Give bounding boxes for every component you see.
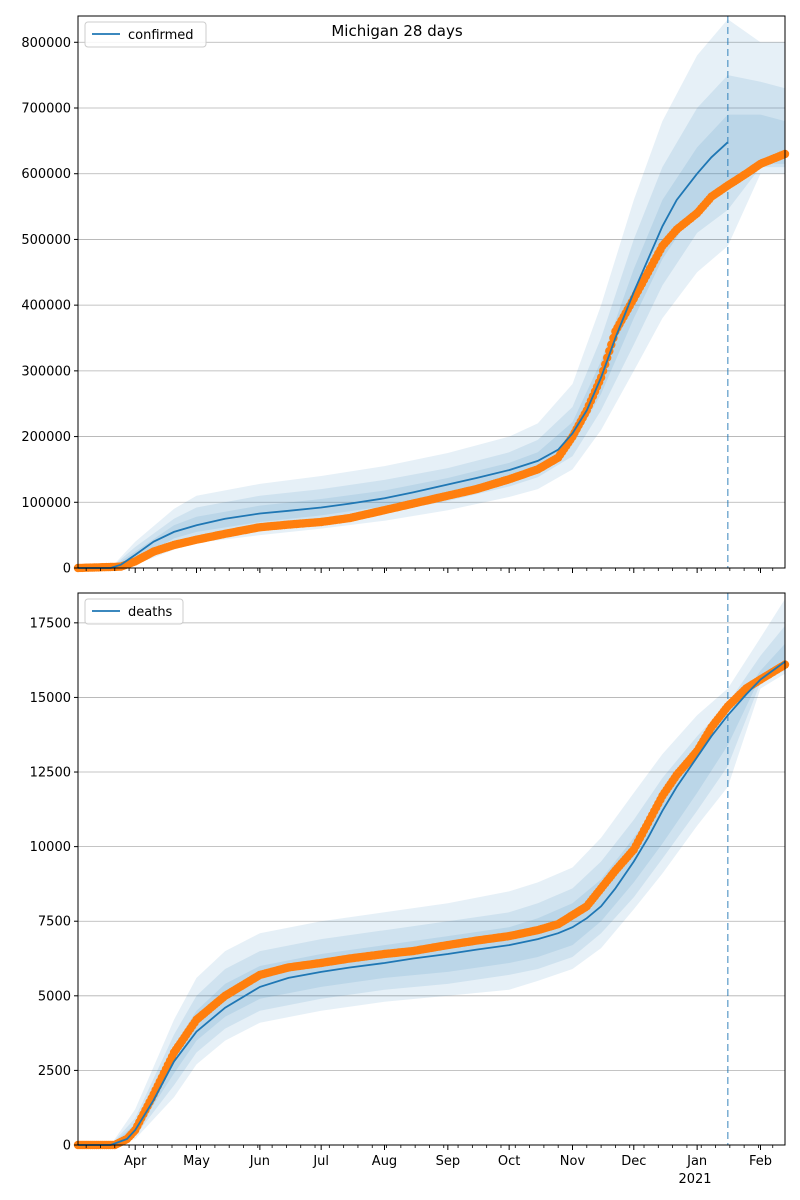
deaths-grid [78, 622, 785, 1071]
confirmed-bands [78, 19, 785, 569]
deaths-x-ticks: Apr May Jun Jul Aug Sep Oct Nov Dec Jan Feb [85, 1145, 774, 1169]
confirmed-grid [78, 41, 785, 503]
confirmed-y-tick-label: 800000 [21, 36, 71, 51]
deaths-band-middle [78, 625, 785, 1145]
deaths-legend: deaths [84, 598, 184, 625]
x-tick-label: Jul [312, 1154, 329, 1169]
deaths-bands [78, 599, 785, 1145]
x-tick-label: Jun [249, 1154, 270, 1169]
deaths-y-tick-label: 17500 [30, 616, 71, 631]
x-tick-label: Dec [621, 1154, 646, 1169]
confirmed-y-tick-label: 300000 [21, 364, 71, 379]
x-tick-label: Nov [560, 1154, 586, 1169]
confirmed-band-middle [78, 75, 785, 568]
x-tick-label: May [183, 1154, 210, 1169]
deaths-y-tick-label: 0 [63, 1139, 71, 1154]
confirmed-y-tick-label: 0 [63, 562, 71, 577]
deaths-y-tick-label: 10000 [30, 840, 71, 855]
x-tick-label: Jan [686, 1154, 707, 1169]
confirmed-y-ticks: 0 100000 200000 300000 400000 500000 600000 700… [21, 36, 78, 577]
confirmed-y-tick-label: 700000 [21, 102, 71, 117]
confirmed-legend-label: confirmed [128, 28, 194, 43]
deaths-legend-box [84, 598, 184, 625]
deaths-model-line-path [78, 660, 786, 1146]
deaths-y-tick-label: 5000 [38, 989, 71, 1004]
confirmed-band-outer [78, 19, 785, 569]
x-tick-label: Sep [436, 1154, 461, 1169]
confirmed-y-tick-label: 200000 [21, 430, 71, 445]
confirmed-band-inner [78, 114, 785, 568]
year-label: 2021 [678, 1172, 711, 1187]
deaths-band-outer [78, 599, 785, 1145]
confirmed-panel: 0 100000 200000 300000 400000 500000 600000 700… [21, 15, 790, 577]
confirmed-model-line [78, 141, 729, 569]
deaths-legend-label: deaths [128, 605, 173, 620]
confirmed-axes-frame [77, 15, 786, 569]
deaths-y-tick-label: 12500 [30, 766, 71, 781]
deaths-axes-frame [77, 592, 786, 1146]
x-tick-label: Oct [498, 1154, 520, 1169]
x-tick-label: Aug [372, 1154, 397, 1169]
deaths-panel: 0 2500 5000 7500 10000 12500 15000 17500 Apr May… [30, 592, 790, 1169]
confirmed-legend: confirmed [84, 21, 207, 48]
confirmed-y-tick-label: 600000 [21, 167, 71, 182]
confirmed-y-tick-label: 500000 [21, 233, 71, 248]
deaths-model-line [78, 660, 786, 1146]
deaths-y-ticks: 0 2500 5000 7500 10000 12500 15000 17500 [30, 616, 78, 1154]
x-tick-label: Apr [124, 1154, 147, 1169]
confirmed-x-ticks [85, 568, 774, 573]
confirmed-y-tick-label: 400000 [21, 299, 71, 314]
confirmed-legend-box [84, 21, 207, 48]
deaths-y-tick-label: 15000 [30, 691, 71, 706]
x-tick-label: Feb [749, 1154, 772, 1169]
deaths-y-tick-label: 2500 [38, 1064, 71, 1079]
chart-title: Michigan 28 days [331, 22, 462, 40]
confirmed-model-line-path [78, 141, 729, 569]
deaths-y-tick-label: 7500 [38, 915, 71, 930]
confirmed-y-tick-label: 100000 [21, 496, 71, 511]
